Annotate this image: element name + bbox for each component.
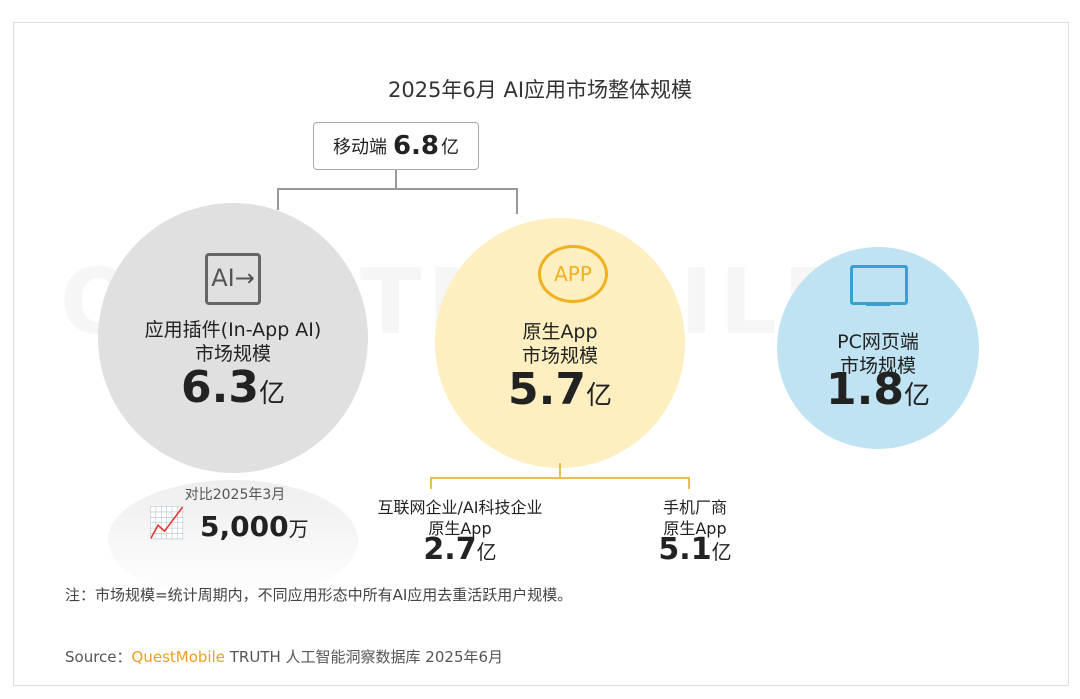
- native-unit: 亿: [585, 381, 612, 411]
- growth-value: 5,000: [200, 510, 289, 543]
- pc-unit: 亿: [903, 381, 930, 411]
- mobile-unit: 亿: [441, 137, 460, 158]
- monitor-icon: [850, 265, 908, 305]
- page-title: 2025年6月 AI应用市场整体规模: [387, 78, 693, 102]
- pc-circle: [777, 247, 979, 449]
- source-brand: QuestMobile: [131, 648, 225, 666]
- connector: [430, 477, 690, 479]
- ai-plugin-icon: AI→: [205, 253, 261, 305]
- native-label-2: 市场规模: [521, 345, 598, 367]
- pc-value: 1.8: [826, 364, 904, 415]
- pc-label-2: 市场规模: [839, 355, 916, 377]
- mobile-value: 6.8: [392, 131, 440, 161]
- connector: [395, 168, 397, 188]
- sub-label: 手机厂商: [662, 498, 727, 517]
- sub-label-2: 原生App: [428, 519, 492, 538]
- connector: [277, 188, 517, 190]
- sub-label: 互联网企业/AI科技企业: [377, 498, 543, 517]
- inapp-label: 应用插件(In-App AI): [144, 319, 322, 341]
- mobile-label: 移动端: [332, 137, 387, 158]
- native-label: 原生App: [522, 321, 598, 343]
- frame: [13, 22, 1069, 686]
- inapp-value: 6.3: [181, 362, 259, 413]
- reflection: [108, 480, 358, 600]
- connector: [688, 477, 690, 489]
- sub-internet: 互联网企业/AI科技企业 原生App 2.7亿: [350, 497, 570, 567]
- app-badge-icon: APP: [538, 245, 608, 303]
- inapp-circle: [98, 203, 368, 473]
- source: Source：QuestMobile TRUTH 人工智能洞察数据库 2025年…: [65, 646, 503, 667]
- sub-value: 5.1: [658, 532, 712, 567]
- growth-unit: 万: [288, 517, 309, 541]
- connector: [430, 477, 432, 489]
- mobile-total-box: 移动端 6.8 亿: [313, 122, 479, 170]
- connector: [516, 188, 518, 214]
- monitor-stand: [866, 303, 890, 306]
- sub-phone-maker: 手机厂商 原生App 5.1亿: [630, 497, 760, 567]
- connector: [277, 188, 279, 210]
- native-value: 5.7: [508, 364, 586, 415]
- pc-label: PC网页端: [837, 331, 919, 353]
- footnote: 注：市场规模=统计周期内，不同应用形态中所有AI应用去重活跃用户规模。: [65, 586, 573, 604]
- sub-unit: 亿: [476, 540, 497, 564]
- sub-label-2: 原生App: [663, 519, 727, 538]
- inapp-unit: 亿: [258, 379, 285, 409]
- source-prefix: Source：: [65, 648, 132, 666]
- source-rest: TRUTH 人工智能洞察数据库 2025年6月: [229, 648, 504, 666]
- trend-up-icon: 📈: [148, 506, 186, 541]
- sub-value: 2.7: [423, 532, 477, 567]
- inapp-label-2: 市场规模: [194, 343, 271, 365]
- connector: [559, 463, 561, 479]
- sub-unit: 亿: [711, 540, 732, 564]
- compare-label: 对比2025年3月: [184, 487, 286, 503]
